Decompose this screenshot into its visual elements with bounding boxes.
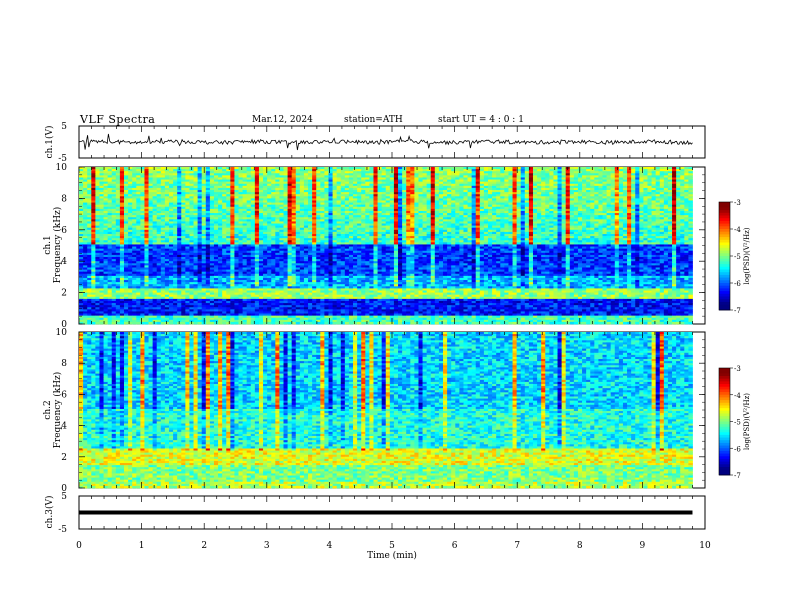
ch1-spectrogram-cells xyxy=(79,167,693,324)
